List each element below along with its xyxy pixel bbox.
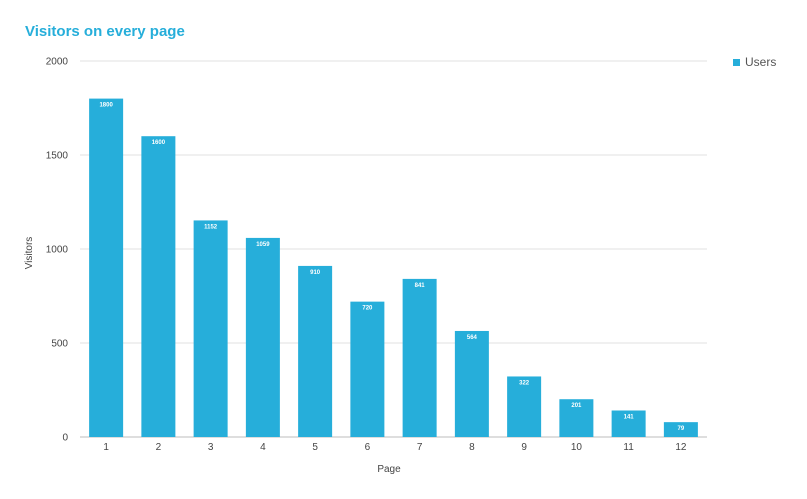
y-tick-label: 500 [51,339,68,350]
data-label: 322 [519,380,530,386]
bar [663,422,698,437]
x-tick-label: 12 [675,442,687,453]
x-tick-label: 2 [156,442,162,453]
y-axis-label: Visitors [24,237,35,270]
bar [89,98,124,437]
data-label: 1600 [152,140,166,146]
y-tick-label: 1000 [46,245,69,256]
data-label: 141 [624,414,635,420]
x-tick-label: 3 [208,442,214,453]
gridlines [80,60,707,438]
data-label: 1152 [204,224,218,230]
x-tick-label: 4 [260,442,266,453]
data-label: 1059 [256,242,270,248]
legend: Users [733,55,776,69]
bar [559,399,594,437]
bar [193,220,228,437]
bar [245,237,280,437]
bar [350,301,385,437]
x-tick-label: 8 [469,442,475,453]
x-tick-label: 9 [521,442,527,453]
x-tick-label: 5 [312,442,318,453]
x-tick-label: 1 [103,442,109,453]
bar [402,278,437,437]
bar [611,410,646,437]
bars: 1800 1600 1152 1059 910 720 841 564 322 201 141 79 [89,98,698,437]
legend-swatch [733,58,740,66]
bar [507,376,542,437]
x-axis-ticks: 1 2 3 4 5 6 7 8 9 10 11 12 [103,442,687,453]
data-label: 564 [467,335,478,341]
data-label: 841 [415,283,426,289]
bar [298,265,333,437]
bar [454,330,489,437]
y-tick-label: 0 [62,433,68,444]
data-label: 79 [678,426,685,432]
data-label: 1800 [99,103,113,109]
data-label: 910 [310,270,321,276]
x-tick-label: 10 [571,442,583,453]
x-axis-label: Page [377,464,401,475]
y-tick-label: 2000 [46,57,69,68]
data-label: 201 [571,403,582,409]
x-tick-label: 11 [623,442,634,453]
x-tick-label: 6 [365,442,371,453]
y-axis-ticks: 0 500 1000 1500 2000 [46,57,69,444]
chart-title: Visitors on every page [25,23,185,40]
y-tick-label: 1500 [46,151,69,162]
x-tick-label: 7 [417,442,423,453]
bar [141,136,176,437]
legend-label: Users [745,55,777,69]
data-label: 720 [362,306,373,312]
